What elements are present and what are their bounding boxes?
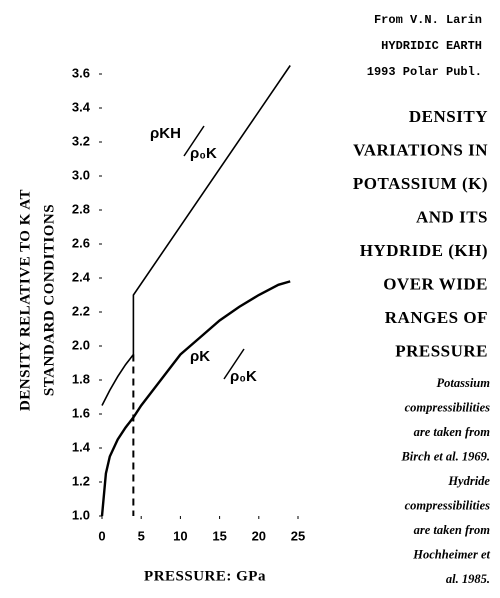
x-tick-label: 15 [212,528,226,543]
title-line: VARIATIONS IN [353,140,488,159]
series-line [100,280,291,517]
y-tick-label: 2.4 [72,269,91,284]
y-tick-label: 1.2 [72,473,90,488]
x-axis-label: PRESSURE: GPa [144,568,266,584]
x-tick-label: 20 [252,528,266,543]
series-label-slash [223,348,245,380]
title-line: HYDRIDE (KH) [360,241,488,260]
title-line: RANGES OF [385,308,488,327]
x-tick-label: 5 [138,528,145,543]
y-tick-label: 2.8 [72,201,90,216]
title-line: PRESSURE [395,341,488,360]
y-tick-label: 3.6 [72,65,90,80]
y-tick-label: 3.4 [72,99,91,114]
series-label-numerator: ρK [190,348,210,365]
note-line: are taken from [414,523,491,537]
series-label-denominator: ρ₀K [190,145,217,162]
title-line: AND ITS [416,207,488,226]
y-axis-label: DENSITY RELATIVE TO K AT [17,189,33,411]
y-tick-label: 2.0 [72,337,90,352]
source-line: HYDRIDIC EARTH [381,39,482,53]
series-label-slash [183,125,205,157]
x-tick-label: 10 [173,528,187,543]
source-line: 1993 Polar Publ. [367,65,482,79]
y-tick-label: 2.6 [72,235,90,250]
title-line: DENSITY [409,107,488,126]
y-tick-label: 1.0 [72,507,90,522]
title-line: OVER WIDE [383,274,488,293]
source-line: From V.N. Larin [374,13,482,27]
note-line: Hochheimer et [412,547,490,561]
y-tick-label: 1.4 [72,439,91,454]
y-tick-label: 1.6 [72,405,90,420]
series-label-numerator: ρKH [150,125,181,142]
series-line [101,65,291,406]
note-line: compressibilities [405,400,491,414]
y-tick-label: 1.8 [72,371,90,386]
x-tick-label: 0 [98,528,105,543]
title-line: POTASSIUM (K) [353,174,488,193]
y-tick-label: 2.2 [72,303,90,318]
note-line: al. 1985. [446,572,490,586]
note-line: Hydride [447,474,490,488]
y-tick-label: 3.0 [72,167,90,182]
x-tick-label: 25 [291,528,305,543]
note-line: compressibilities [405,498,491,512]
y-axis-label: STANDARD CONDITIONS [41,204,57,396]
note-line: are taken from [414,425,491,439]
y-tick-label: 3.2 [72,133,90,148]
note-line: Potassium [437,376,491,390]
series-label-denominator: ρ₀K [230,368,257,385]
note-line: Birch et al. 1969. [400,449,490,463]
